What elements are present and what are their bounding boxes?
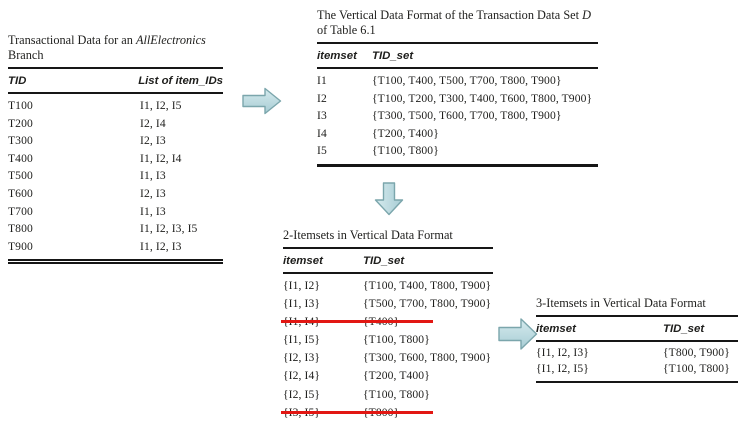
- table-body: {I1, I2, I3} {T800, T900} {I1, I2, I5} {T1…: [536, 342, 738, 381]
- column-header-tidset: TID_set: [363, 255, 405, 267]
- table-row: {I2, I5} {T100, T800}: [283, 387, 430, 401]
- table-row: T400 I1, I2, I4: [8, 151, 182, 165]
- table-row: {I2, I3} {T300, T600, T800, T900}: [283, 351, 492, 365]
- table-title: The Vertical Data Format of the Transact…: [317, 8, 592, 37]
- table-header: itemset TID_set: [536, 317, 738, 342]
- table-header: itemset TID_set: [317, 44, 598, 69]
- table-transactional-data: Transactional Data for an AllElectronics…: [8, 33, 223, 265]
- column-header-itemset: itemset: [317, 50, 357, 62]
- table-3-itemsets: 3-Itemsets in Vertical Data Format items…: [536, 296, 738, 384]
- table-row: T700 I1, I3: [8, 204, 166, 218]
- table-vertical-data-format: The Vertical Data Format of the Transact…: [317, 8, 598, 167]
- table-row: T200 I2, I4: [8, 116, 166, 130]
- table-header: TID List of item_IDs: [8, 69, 223, 94]
- column-header-itemids: List of item_IDs: [138, 75, 223, 87]
- column-header-tidset: TID_set: [663, 323, 705, 335]
- table-2-itemsets: 2-Itemsets in Vertical Data Format items…: [281, 228, 493, 423]
- table-grid: itemset TID_set {I1, I2, I3} {T800, T900}…: [536, 315, 738, 384]
- table-grid: TID List of item_IDs T100 I1, I2, I5 T200…: [8, 67, 223, 265]
- table-body: T100 I1, I2, I5 T200 I2, I4 T300 I2, I3 T40…: [8, 94, 223, 259]
- table-row: T900 I1, I2, I3: [8, 239, 182, 253]
- table-row: T100 I1, I2, I5: [8, 99, 182, 112]
- table-row-pruned: {I1, I4} {T400}: [281, 313, 493, 331]
- table-grid: itemset TID_set {I1, I2} {T100, T400, T80…: [281, 247, 493, 423]
- table-grid: itemset TID_set I1 {T100, T400, T500, T70…: [317, 42, 598, 167]
- table-row: T300 I2, I3: [8, 134, 166, 148]
- table-row: T500 I1, I3: [8, 169, 166, 183]
- arrow-right-icon: [242, 87, 282, 115]
- column-header-itemset: itemset: [283, 255, 323, 267]
- column-header-tid: TID: [8, 75, 27, 87]
- table-title: Transactional Data for an AllElectronics…: [8, 33, 206, 62]
- table-row: I2 {T100, T200, T300, T400, T600, T800, T…: [317, 91, 593, 105]
- table-body: {I1, I2} {T100, T400, T800, T900} {I1, I3…: [281, 274, 493, 423]
- table-row-pruned: {I3, I5} {T800}: [281, 404, 493, 422]
- table-row: I3 {T300, T500, T600, T700, T800, T900}: [317, 109, 562, 123]
- table-row: {I1, I2} {T100, T400, T800, T900}: [283, 279, 492, 292]
- table-header: itemset TID_set: [283, 249, 493, 274]
- arrow-down-icon: [374, 182, 404, 216]
- table-row: {I1, I2, I3} {T800, T900}: [536, 346, 730, 359]
- table-row: {I1, I2, I5} {T100, T800}: [536, 361, 730, 375]
- column-header-tidset: TID_set: [372, 50, 414, 62]
- table-title: 3-Itemsets in Vertical Data Format: [536, 296, 706, 310]
- column-header-itemset: itemset: [536, 323, 576, 335]
- table-row: T800 I1, I2, I3, I5: [8, 222, 198, 236]
- table-row: {I1, I3} {T500, T700, T800, T900}: [283, 297, 492, 311]
- table-row: I5 {T100, T800}: [317, 144, 439, 158]
- table-row: {I1, I5} {T100, T800}: [283, 333, 430, 347]
- table-row: {I2, I4} {T200, T400}: [283, 369, 430, 383]
- arrow-right-icon: [498, 318, 538, 350]
- table-row: T600 I2, I3: [8, 186, 166, 200]
- table-row: I4 {T200, T400}: [317, 126, 439, 140]
- table-title: 2-Itemsets in Vertical Data Format: [283, 228, 453, 242]
- table-row: I1 {T100, T400, T500, T700, T800, T900}: [317, 74, 562, 87]
- table-body: I1 {T100, T400, T500, T700, T800, T900} I…: [317, 69, 598, 164]
